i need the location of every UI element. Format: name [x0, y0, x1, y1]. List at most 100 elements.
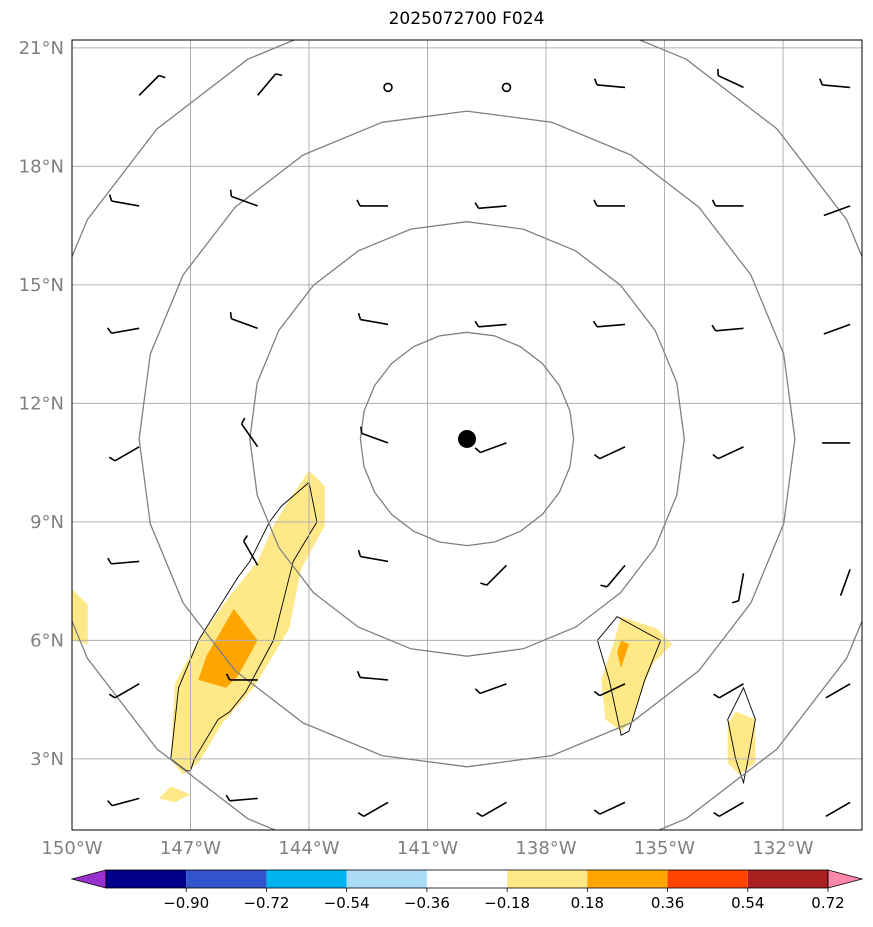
barb-feather: [356, 670, 361, 678]
barb-shaft: [823, 205, 851, 217]
barb-feather: [360, 426, 363, 434]
wind-barb: [257, 73, 283, 96]
barb-shaft: [360, 318, 389, 326]
barb-feather: [592, 320, 598, 328]
barb-feather: [107, 800, 113, 807]
barb-feather: [480, 582, 487, 586]
wind-barb: [713, 683, 744, 699]
barb-feather: [711, 324, 717, 332]
wind-barb: [593, 199, 625, 207]
colorbar-segment: [507, 870, 588, 888]
colorbar-tick-label: −0.72: [243, 894, 289, 912]
wind-barb: [593, 683, 626, 697]
barb-feather: [357, 811, 365, 818]
wind-barb: [242, 535, 259, 566]
barb-feather: [713, 811, 720, 818]
shaded-region: [601, 616, 673, 732]
axis-tick-labels: 150°W 147°W 144°W 141°W 138°W 135°W 132°W 21°N 1…: [19, 38, 814, 859]
shaded-region: [170, 470, 325, 775]
longitude-tick-label: 144°W: [278, 838, 339, 859]
barb-feather: [108, 456, 116, 462]
barb-feather: [275, 73, 283, 77]
barb-shaft: [839, 569, 851, 596]
wind-barb: [357, 312, 389, 326]
wind-barb: [474, 442, 507, 454]
longitude-tick-label: 132°W: [752, 838, 813, 859]
wind-barb: [592, 320, 626, 328]
colorbar-segment: [426, 870, 508, 888]
wind-barb: [731, 573, 745, 604]
storm-center: [458, 429, 476, 448]
barb-feather: [593, 78, 598, 86]
contour-outline: [596, 616, 662, 736]
wind-barb: [474, 683, 507, 695]
barb-shaft: [138, 74, 160, 96]
barb-feather: [593, 199, 598, 207]
barb-feather: [476, 811, 483, 818]
barb-feather: [712, 453, 719, 460]
wind-barb: [600, 564, 626, 588]
wind-barb: [357, 801, 389, 818]
barb-shaft: [360, 676, 389, 681]
barb-feather: [106, 327, 113, 334]
wind-barb: [593, 78, 626, 89]
wind-barb: [108, 446, 140, 462]
barb-feather: [240, 417, 246, 425]
barb-feather: [600, 584, 608, 588]
wind-barb: [712, 446, 744, 460]
barb-feather: [731, 600, 739, 604]
latitude-tick-label: 21°N: [19, 38, 64, 59]
barb-feather: [474, 688, 481, 695]
barb-shaft: [486, 564, 508, 586]
barb-feather: [229, 312, 233, 319]
wind-barb: [356, 670, 389, 681]
barb-shaft: [257, 73, 277, 96]
wind-barb: [711, 199, 744, 207]
wind-barb: [357, 549, 389, 563]
barb-shaft: [478, 323, 507, 328]
barb-feather: [108, 693, 116, 699]
wind-barb: [240, 417, 259, 448]
range-rings: [72, 40, 862, 830]
contour-outline: [727, 686, 756, 785]
colorbar-extend-high: [827, 869, 864, 889]
barb-feather: [108, 194, 113, 202]
wind-barb: [825, 683, 851, 699]
wind-barb: [711, 324, 744, 332]
wind-barb: [823, 205, 851, 217]
wind-barb: [108, 683, 140, 699]
wind-barb: [225, 673, 258, 681]
barb-shaft: [114, 683, 140, 699]
wind-barb: [225, 794, 258, 802]
wind-barb: [593, 446, 626, 460]
wind-barb: [106, 327, 140, 335]
colorbar-frame: [105, 869, 829, 889]
barb-shaft: [114, 446, 140, 462]
map-frame: [71, 39, 863, 831]
shaded-region: [72, 589, 88, 645]
barb-shaft: [825, 801, 851, 818]
barb-shaft: [717, 446, 744, 460]
barb-feather: [229, 189, 233, 197]
barb-shaft: [606, 564, 626, 588]
wind-barb: [819, 78, 851, 89]
barb-shaft: [111, 200, 140, 207]
shaded-region: [158, 786, 191, 803]
wind-barb: [107, 557, 140, 565]
colorbar-segment: [266, 870, 347, 888]
barb-feather: [357, 549, 362, 557]
barb-shaft: [822, 84, 851, 89]
barb-feather: [356, 199, 361, 207]
colorbar-extend-low: [70, 869, 107, 889]
colorbar-segment: [747, 870, 828, 888]
barb-shaft: [231, 318, 258, 330]
colorbar-segment: [106, 870, 187, 888]
wind-barb: [474, 202, 507, 210]
longitude-tick-label: 150°W: [41, 838, 102, 859]
colorbar-tick-label: −0.90: [163, 894, 209, 912]
wind-barb: [823, 323, 851, 335]
wind-barb: [480, 564, 508, 586]
colorbar-segment: [186, 870, 267, 888]
colorbar-tick-label: 0.36: [651, 894, 684, 912]
colorbar-tick-label: 0.18: [571, 894, 604, 912]
